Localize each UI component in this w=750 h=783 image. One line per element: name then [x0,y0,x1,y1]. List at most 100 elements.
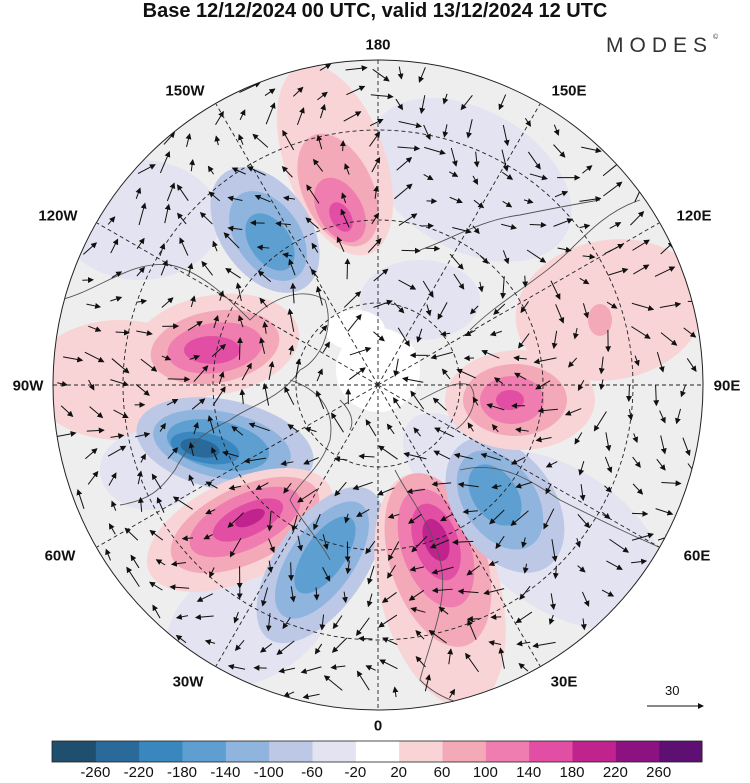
wind-vector [493,377,504,385]
wind-vector [519,585,531,601]
wind-vector [156,496,165,513]
wind-vector [115,329,131,336]
wind-vector [472,175,479,185]
wind-vector [255,482,269,490]
wind-vector [369,118,384,127]
wind-vector [578,461,585,476]
wind-vector [495,535,505,550]
wind-vector [425,245,441,252]
wind-vector [243,457,267,464]
wind-vector [431,481,452,488]
wind-vector [297,535,304,552]
wind-vector [107,445,127,457]
wind-vector [521,537,527,549]
wind-vector [365,665,376,671]
wind-vector [555,304,565,324]
wind-vector [456,368,477,379]
wind-vector [430,351,453,360]
wind-vector [656,351,665,373]
wind-vector [438,606,449,615]
wind-vector [453,273,465,290]
colorbar-swatch [95,741,140,762]
wind-vector [527,151,541,170]
wind-vector [313,513,321,531]
wind-vector [166,182,176,202]
wind-vector [523,198,534,204]
wind-vector [282,129,295,151]
wind-vector [529,221,547,228]
wind-vector [627,409,634,421]
wind-vector [176,184,189,201]
wind-vector [297,488,318,503]
wind-vector [686,358,697,373]
wind-vector [282,252,293,259]
wind-vector [467,422,474,432]
wind-vector [365,540,376,555]
wind-vector [356,508,370,517]
wind-vector [428,629,447,644]
wind-vector [582,165,593,174]
wind-vector [410,606,426,613]
wind-vector [83,242,98,255]
wind-vector [413,427,421,437]
modes-logo: MODES© [606,34,718,58]
wind-vector [441,368,451,380]
wind-vector [393,397,401,409]
wind-vector [341,192,347,204]
wind-vector [212,386,226,406]
colorbar-swatch [182,741,226,762]
wind-vector [606,301,618,309]
wind-vector [110,238,119,254]
wind-vector [580,618,587,631]
colorbar-tick-label: -140 [210,764,241,781]
wind-vector [369,131,381,147]
wind-vector [448,171,459,177]
wind-vector [227,663,246,670]
wind-vector [593,411,607,432]
wind-vector [344,163,350,175]
colorbar [51,740,703,763]
wind-vector [346,85,366,96]
wind-vector [449,253,464,270]
wind-vector [656,458,666,471]
wind-vector [179,237,189,256]
wind-vector [603,181,623,197]
wind-vector [577,565,586,573]
wind-vector [185,133,192,147]
wind-vector [289,586,296,603]
wind-vector [88,379,95,391]
wind-vector [553,218,574,227]
colorbar-tick-label: -260 [80,764,111,781]
wind-vector [498,647,505,669]
wind-vector [207,165,215,175]
wind-vector [575,538,581,548]
wind-vector [457,481,479,488]
wind-vector [218,290,225,301]
wind-vector [227,512,244,528]
wind-vector [432,397,448,411]
wind-vector [393,302,405,314]
wind-vector [113,409,129,419]
wind-vector [188,474,195,486]
wind-vector [392,686,399,698]
wind-vector [631,326,651,339]
wind-vector [110,379,130,387]
wind-vector [161,354,172,361]
wind-vector [579,277,590,285]
wind-vector [520,301,529,314]
wind-vector [207,415,215,434]
wind-vector [213,315,220,329]
wind-vector [259,297,268,308]
wind-vector [415,630,425,640]
wind-vector [155,559,166,566]
wind-vector [238,133,244,145]
wind-vector [227,225,243,232]
wind-vector [290,282,297,304]
wind-vector [229,537,242,558]
wind-vector [373,185,380,199]
wind-vector [161,297,174,308]
wind-vector [89,406,104,419]
wind-vector [110,296,123,302]
wind-vector [489,509,505,525]
wind-vector [579,223,591,230]
